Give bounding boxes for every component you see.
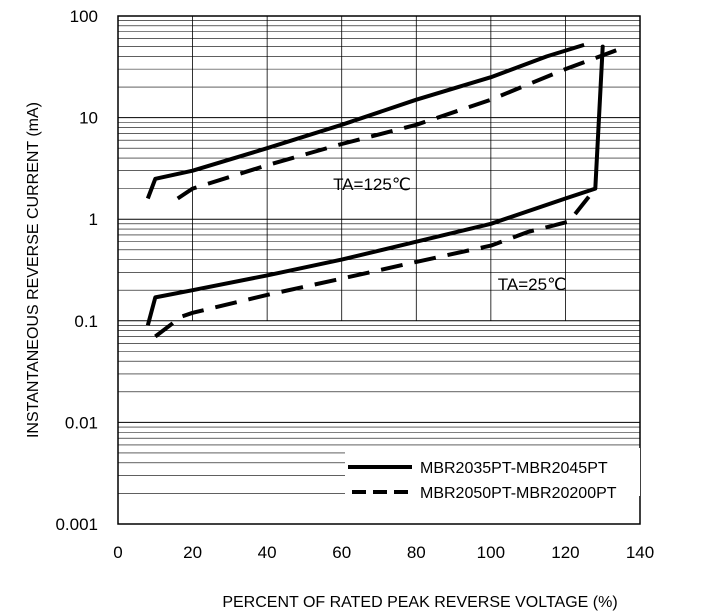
legend-label-solid: MBR2035PT-MBR2045PT bbox=[420, 460, 608, 477]
x-tick-label: 100 bbox=[477, 543, 505, 562]
grid bbox=[118, 16, 640, 494]
tick-labels: 0 20 40 60 80 100 120 140 0.001 0.01 0.1 1 10 100 bbox=[55, 7, 654, 562]
series-dashed-line-3 bbox=[176, 46, 623, 201]
y-tick-label: 100 bbox=[70, 7, 98, 26]
y-tick-label: 0.1 bbox=[74, 312, 98, 331]
series-dashed-line-2 bbox=[154, 187, 597, 339]
x-tick-label: 120 bbox=[551, 543, 579, 562]
y-tick-label: 0.001 bbox=[55, 515, 98, 534]
y-tick-label: 1 bbox=[89, 210, 98, 229]
legend-label-dashed: MBR2050PT-MBR20200PT bbox=[420, 485, 617, 502]
x-tick-label: 0 bbox=[113, 543, 122, 562]
x-tick-label: 20 bbox=[183, 543, 202, 562]
annotation-ta125: TA=125℃ bbox=[333, 175, 411, 194]
series-group bbox=[145, 42, 623, 339]
series-solid-line-1 bbox=[145, 42, 585, 200]
legend: MBR2035PT-MBR2045PT MBR2050PT-MBR20200PT bbox=[345, 448, 640, 502]
x-tick-label: 60 bbox=[332, 543, 351, 562]
x-tick-label: 140 bbox=[626, 543, 654, 562]
x-tick-label: 40 bbox=[258, 543, 277, 562]
y-axis-label: INSTANTANEOUS REVERSE CURRENT (mA) bbox=[25, 102, 42, 438]
y-tick-label: 0.01 bbox=[65, 413, 98, 432]
plot-frame bbox=[117, 15, 641, 525]
series-solid-line-0 bbox=[145, 44, 605, 326]
legend-box bbox=[345, 448, 640, 496]
x-axis-label: PERCENT OF RATED PEAK REVERSE VOLTAGE (%… bbox=[222, 594, 617, 611]
y-tick-label: 10 bbox=[79, 109, 98, 128]
x-tick-label: 80 bbox=[407, 543, 426, 562]
annotation-ta25: TA=25℃ bbox=[498, 275, 566, 294]
